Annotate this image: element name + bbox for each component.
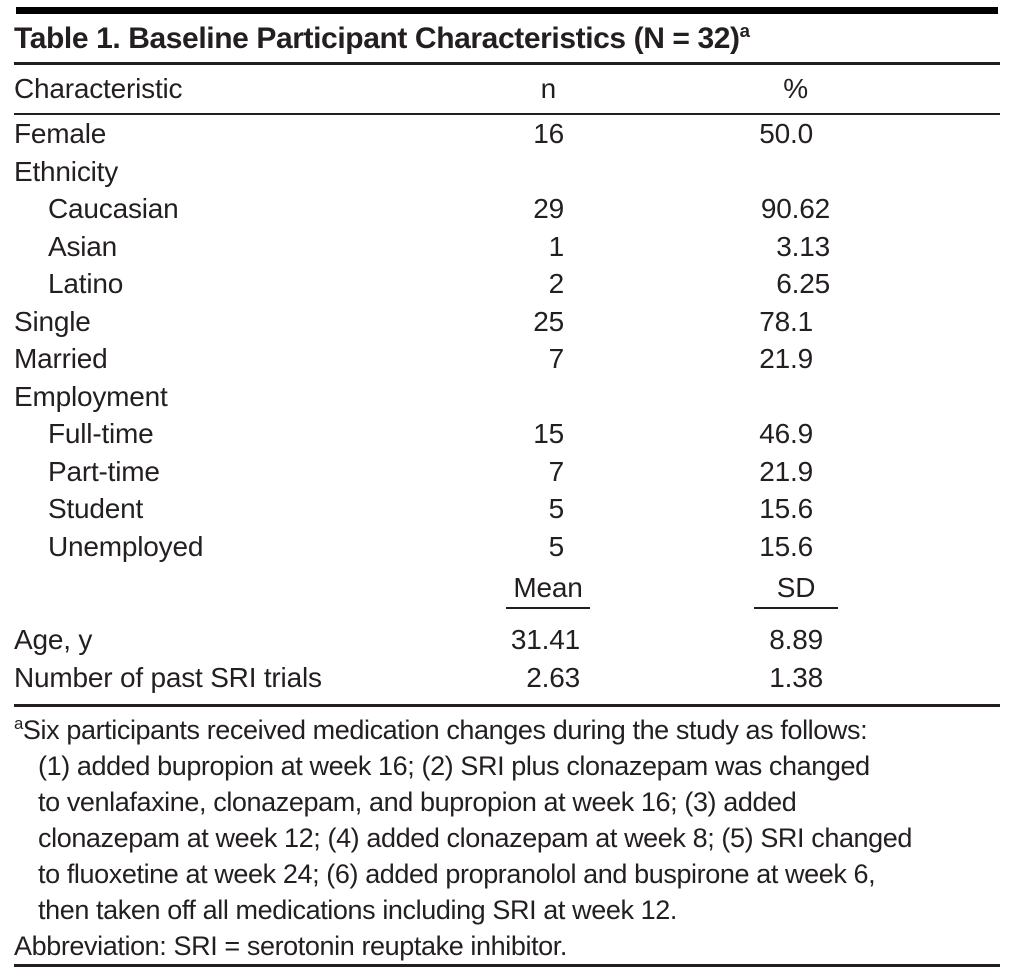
cell-percent: 90.62	[760, 193, 830, 224]
stats-header-sd: SD	[564, 571, 838, 621]
cell-percent: 21.9	[759, 455, 813, 487]
footnote-line: to venlafaxine, clonazepam, and bupropio…	[38, 787, 797, 817]
table-footnote: aSix participants received medication ch…	[14, 712, 1000, 964]
column-header-characteristic: Characteristic	[14, 73, 183, 104]
cell-percent	[564, 378, 830, 416]
row-label: Asian	[48, 230, 118, 262]
table-row: Part-time 7 21.9	[14, 453, 1000, 491]
footnote-line-text: Six participants received medication cha…	[22, 715, 868, 745]
cell-n: 29	[533, 193, 564, 224]
column-header-n-label: n	[540, 73, 557, 104]
footnote-line: aSix participants received medication ch…	[14, 712, 1000, 748]
row-label: Single	[14, 305, 91, 337]
bottom-rule	[14, 964, 1000, 967]
table-row: Age, y 31.41 8.89	[14, 621, 1000, 659]
cell-n: 5	[548, 530, 565, 562]
footnote-line: (1) added bupropion at week 16; (2) SRI …	[38, 751, 870, 781]
cell-percent: 3.13	[776, 230, 830, 262]
cell-mean: 2.63	[526, 661, 580, 693]
row-label: Female	[14, 118, 107, 149]
cell-percent: 15.6	[759, 530, 813, 562]
table-header-row: Characteristic n %	[14, 65, 1000, 113]
table-row: Student 5 15.6	[14, 490, 1000, 528]
row-label: Part-time	[48, 455, 160, 487]
stats-header-mean-label: Mean	[506, 571, 590, 609]
cell-n: 2	[548, 268, 565, 299]
row-label: Latino	[48, 268, 124, 299]
table-row: Ethnicity	[14, 153, 1000, 191]
stats-header-spacer	[14, 571, 394, 621]
cell-sd: 8.89	[769, 624, 823, 655]
table-row: Asian 1 3.13	[14, 228, 1000, 266]
cell-n	[394, 378, 564, 416]
cell-mean: 31.41	[510, 624, 580, 655]
rule-under-table	[14, 704, 1000, 707]
cell-n: 25	[533, 305, 564, 337]
cell-percent: 15.6	[759, 493, 813, 524]
cell-percent: 78.1	[759, 305, 813, 337]
cell-n: 1	[548, 230, 565, 262]
cell-percent	[564, 153, 830, 191]
rule-under-title	[14, 62, 1000, 65]
cell-n: 16	[533, 118, 564, 149]
cell-percent: 46.9	[759, 418, 813, 449]
column-header-percent-label: %	[783, 73, 808, 104]
cell-sd: 1.38	[769, 661, 823, 693]
table-row: Latino 2 6.25	[14, 265, 1000, 303]
table-row: Full-time 15 46.9	[14, 415, 1000, 453]
table-row: Unemployed 5 15.6	[14, 528, 1000, 566]
table-row: Employment	[14, 378, 1000, 416]
cell-percent: 50.0	[759, 118, 813, 149]
footnote-line: then taken off all medications including…	[38, 895, 677, 925]
column-header-n: n	[394, 65, 564, 113]
row-label: Student	[48, 493, 144, 524]
stats-header-mean: Mean	[394, 571, 590, 621]
table-title: Table 1. Baseline Participant Characteri…	[14, 14, 1000, 62]
spacer	[14, 696, 1000, 704]
table-row: Single 25 78.1	[14, 303, 1000, 341]
footnote-line: clonazepam at week 12; (4) added clonaze…	[38, 823, 913, 853]
cell-n: 5	[548, 493, 565, 524]
table-row: Caucasian 29 90.62	[14, 190, 1000, 228]
row-label: Age, y	[14, 624, 93, 655]
table-title-text: Table 1. Baseline Participant Characteri…	[14, 22, 740, 55]
cell-percent: 21.9	[759, 343, 813, 374]
row-label: Unemployed	[48, 530, 204, 562]
cell-n: 7	[548, 455, 565, 487]
cell-n: 15	[533, 418, 564, 449]
row-label: Caucasian	[48, 193, 179, 224]
abbreviation-line: Abbreviation: SRI = serotonin reuptake i…	[14, 931, 567, 961]
top-thick-rule	[16, 7, 998, 14]
stats-header-sd-label: SD	[754, 571, 838, 609]
footnote-line: to fluoxetine at week 24; (6) added prop…	[38, 859, 876, 889]
table-row: Married 7 21.9	[14, 340, 1000, 378]
row-label: Married	[14, 343, 108, 374]
cell-n	[394, 153, 564, 191]
cell-percent: 6.25	[776, 268, 830, 299]
table-body: Female 16 50.0 Ethnicity Caucasian 29 90…	[14, 115, 1000, 565]
row-label: Employment	[14, 380, 168, 412]
footnote-marker: a	[14, 714, 23, 733]
row-label: Full-time	[48, 418, 154, 449]
table-row: Number of past SRI trials 2.63 1.38	[14, 659, 1000, 697]
cell-n: 7	[548, 343, 565, 374]
row-label: Number of past SRI trials	[14, 661, 322, 693]
stats-header-row: Mean SD	[14, 565, 1000, 621]
row-label: Ethnicity	[14, 155, 119, 187]
table-row: Female 16 50.0	[14, 115, 1000, 153]
column-header-percent: %	[564, 65, 830, 113]
rule-under-header	[14, 113, 1000, 115]
table-title-footnote-marker: a	[739, 20, 750, 41]
